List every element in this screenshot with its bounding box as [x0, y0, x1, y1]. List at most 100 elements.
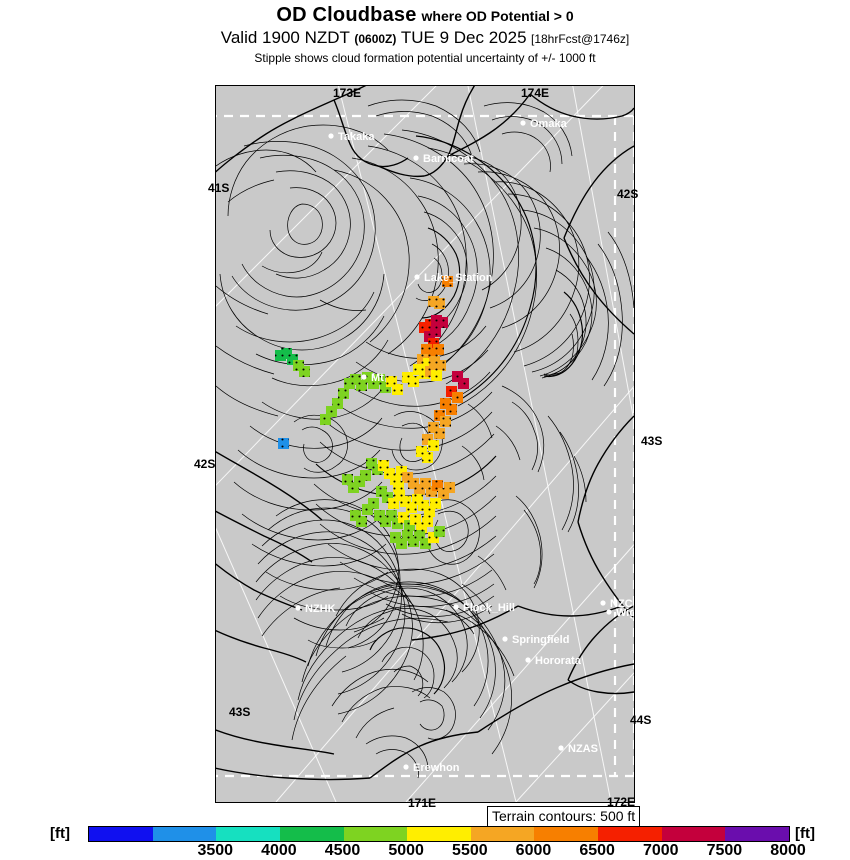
colorbar-tick-6000: 6000	[515, 842, 552, 859]
valid-time-utc: (0600Z)	[354, 32, 397, 46]
cloudbase-cell	[420, 478, 431, 489]
cloudbase-cell	[408, 478, 419, 489]
cloudbase-cell	[428, 296, 439, 307]
cloudbase-cell	[434, 298, 445, 309]
map-plot-area[interactable]: Takaka Omaka Barnicoat Lake_Station Mt NZHK Fl…	[215, 85, 635, 803]
colorbar-tick-4000: 4000	[261, 842, 297, 859]
cloudbase-cell	[428, 532, 439, 543]
station-label: Lake_Station	[424, 272, 493, 284]
cloudbase-cell	[428, 440, 439, 451]
colorbar-unit-right: [ft]	[795, 825, 815, 842]
valid-time: Valid 1900 NZDT	[220, 28, 350, 47]
cloudbase-cell	[402, 530, 413, 541]
cloudbase-cell	[388, 498, 399, 509]
cloudbase-cell	[432, 480, 443, 491]
cloudbase-cell	[434, 526, 445, 537]
title-condition: where OD Potential > 0	[421, 8, 574, 24]
cloudbase-cell	[431, 315, 442, 326]
cloudbase-cell	[414, 484, 425, 495]
lon-label-173e: 173E	[333, 86, 362, 100]
lon-label-172e: 172E	[607, 795, 636, 809]
cloudbase-cell	[413, 364, 424, 375]
cloudbase-cell	[428, 338, 439, 349]
cloudbase-cell	[402, 372, 413, 383]
cloudbase-cell	[446, 404, 457, 415]
page-title: OD Cloudbase	[276, 4, 417, 26]
cloudbase-cell	[421, 344, 432, 355]
cloudbase-cell	[326, 406, 337, 417]
cloudbase-cell	[278, 438, 289, 449]
cloudbase-cell	[350, 510, 361, 521]
colorbar-swatch-3	[279, 827, 344, 841]
cloudbase-cell	[404, 520, 415, 531]
cloudbase-cell	[442, 276, 453, 287]
cloudbase-cell	[378, 460, 389, 471]
cloudbase-cell	[394, 490, 405, 501]
station-dot-icon	[502, 636, 508, 642]
colorbar-swatch-2	[216, 827, 280, 841]
station-markers: Takaka Omaka Barnicoat Lake_Station Mt NZHK Fl…	[295, 118, 634, 774]
cloudbase-cell	[408, 536, 419, 547]
cloudbase-cell	[410, 514, 421, 525]
cloudbase-cell	[293, 360, 304, 371]
cloudbase-cells	[275, 276, 469, 549]
title-line-valid: Valid 1900 NZDT (0600Z) TUE 9 Dec 2025 […	[0, 28, 850, 49]
cloudbase-cell	[398, 512, 409, 523]
colorbar-swatch-5	[407, 827, 471, 841]
cloudbase-cell	[384, 468, 395, 479]
lon-label-174e: 174E	[521, 86, 550, 100]
station-label: NZCH	[610, 598, 634, 610]
cloudbase-cell	[426, 486, 437, 497]
cloudbase-cell	[430, 498, 441, 509]
station-springfield: Springfield	[502, 634, 569, 646]
station-dot-icon	[413, 155, 419, 161]
cloudbase-cell	[354, 476, 365, 487]
cloudbase-cell	[406, 502, 417, 513]
station-lake_station: Lake_Station	[414, 272, 493, 284]
cloudbase-cell	[396, 466, 407, 477]
cloudbase-cell	[392, 518, 403, 529]
colorbar-tick-8000: 8000	[770, 842, 806, 859]
cloudbase-cell	[452, 371, 463, 382]
cloudbase-cell	[458, 378, 469, 389]
cloudbase-cell	[386, 376, 397, 387]
colorbar-tick-5000: 5000	[388, 842, 424, 859]
station-label: Springfield	[512, 634, 569, 646]
station-takaka: Takaka	[328, 131, 375, 143]
cloudbase-cell	[420, 538, 431, 549]
station-dot-icon	[558, 745, 564, 751]
cloudbase-cell	[400, 496, 411, 507]
cloudbase-cell	[368, 378, 379, 389]
colorbar-unit-left: [ft]	[50, 825, 70, 842]
cloudbase-cell	[366, 458, 377, 469]
cloudbase-cell	[435, 360, 446, 371]
station-dot-icon	[520, 120, 526, 126]
station-label: Erewhon	[413, 762, 460, 774]
cloudbase-cell	[348, 482, 359, 493]
cloudbase-cell	[332, 398, 343, 409]
lat-label-44s-right: 44S	[630, 713, 652, 727]
cloudbase-cell	[425, 366, 436, 377]
cloudbase-cell	[392, 384, 403, 395]
cloudbase-cell	[386, 510, 397, 521]
colorbar-tick-3500: 3500	[197, 842, 234, 859]
station-dot-icon	[295, 605, 301, 611]
station-omaka: Omaka	[520, 118, 568, 130]
cloudbase-cell	[433, 344, 444, 355]
lat-label-42s-left: 42S	[194, 457, 216, 471]
valid-date: TUE 9 Dec 2025	[400, 28, 527, 47]
cloudbase-cell	[419, 322, 430, 333]
colorbar-swatch-8	[598, 827, 662, 841]
station-label: NZAS	[568, 743, 598, 755]
cloudbase-cell	[424, 506, 435, 517]
cloudbase-cell	[425, 319, 436, 330]
colorbar-swatch-9	[661, 827, 726, 841]
station-dot-icon	[525, 657, 531, 663]
colorbar-gradient[interactable]	[88, 826, 790, 842]
cloudbase-cell	[423, 358, 434, 369]
cloudbase-cell	[428, 422, 439, 433]
cloudbase-cell	[437, 317, 448, 328]
colorbar-swatch-6	[470, 827, 535, 841]
station-dot-icon	[361, 374, 367, 380]
colorbar-tick-7000: 7000	[642, 842, 679, 859]
